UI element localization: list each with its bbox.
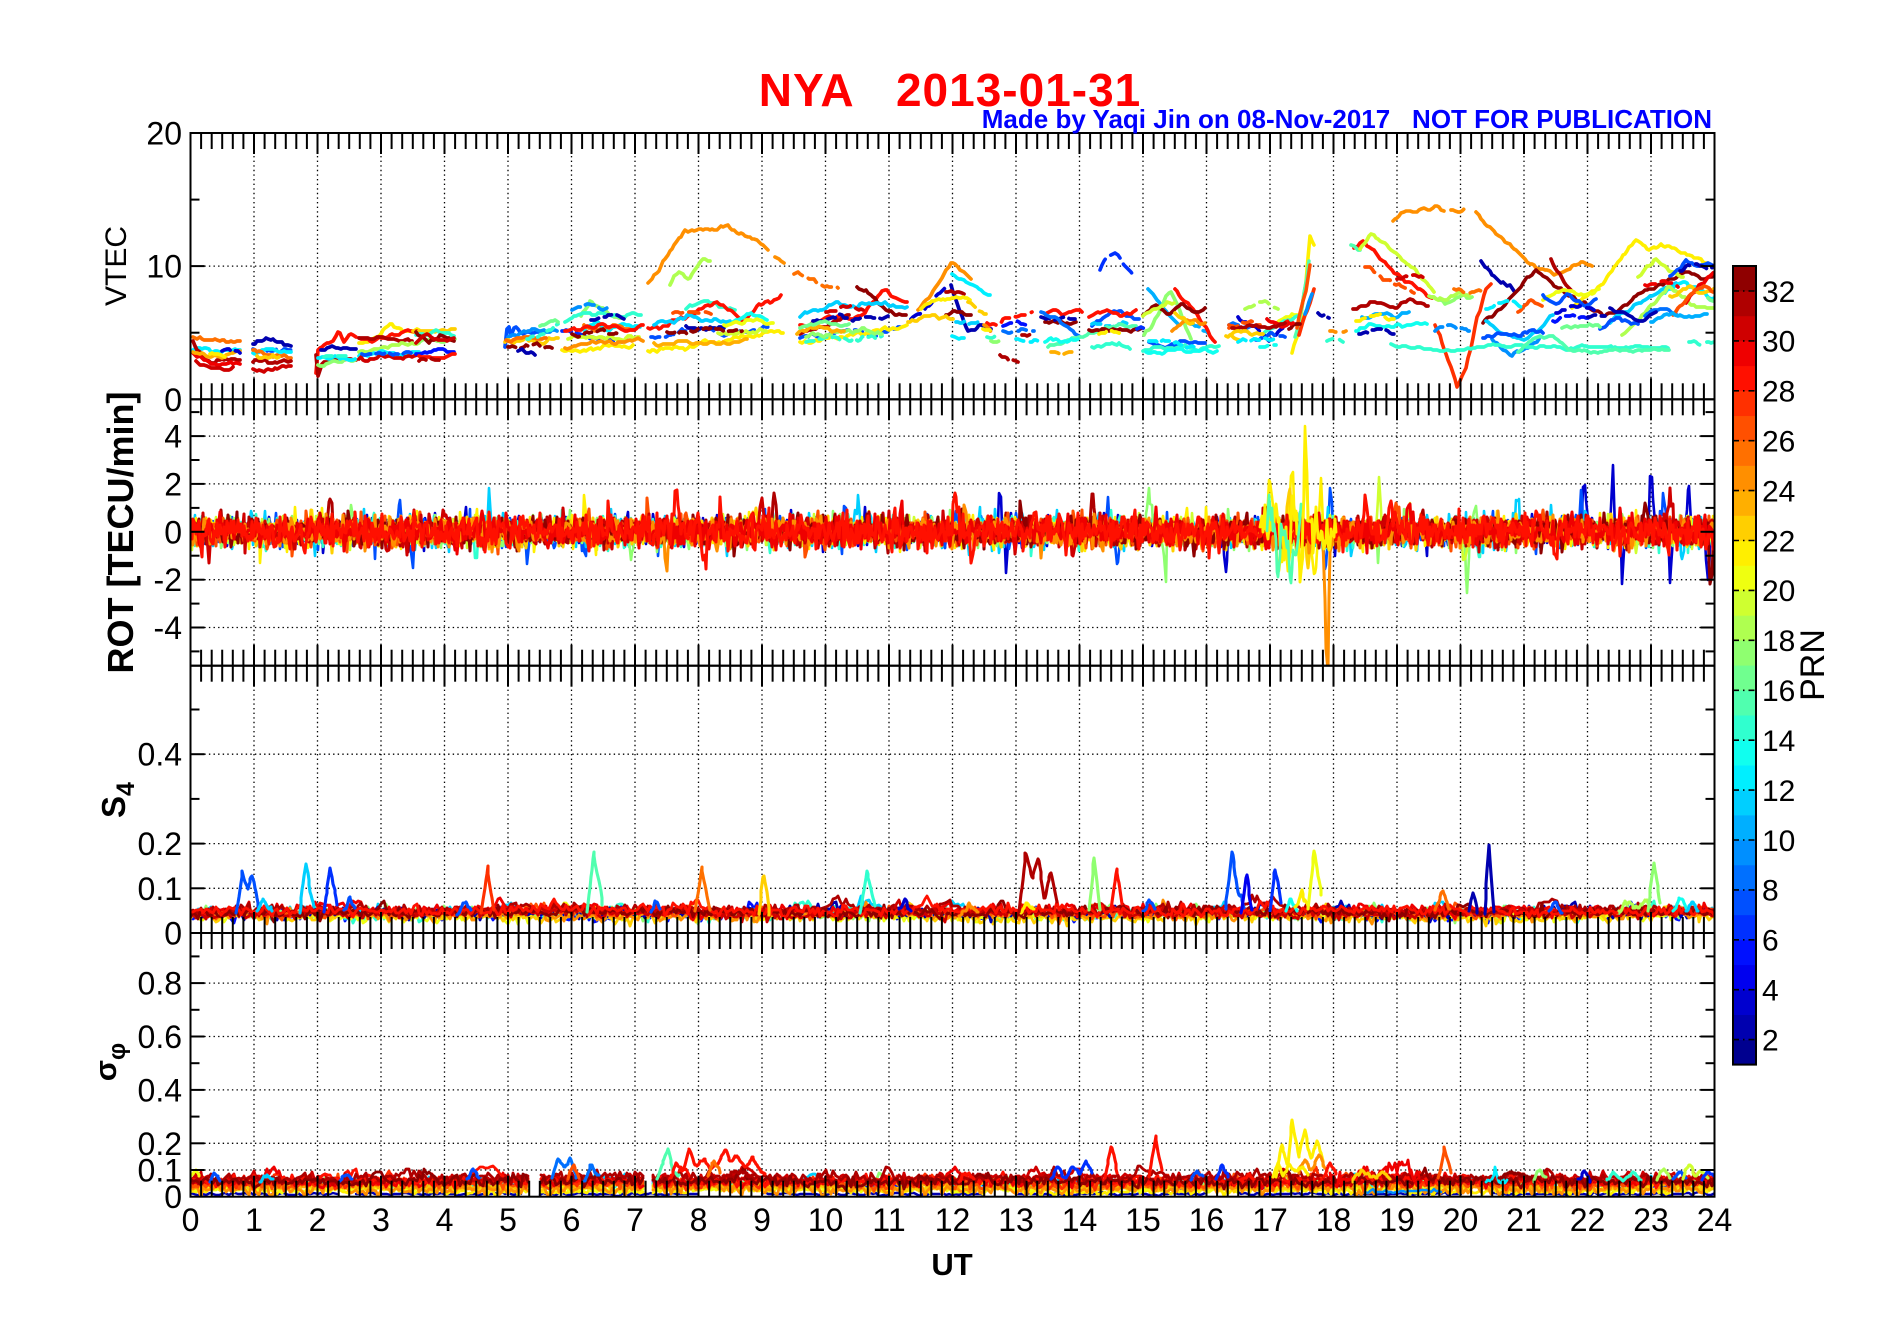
svg-text:2: 2 — [164, 466, 182, 502]
svg-text:7: 7 — [626, 1202, 644, 1238]
svg-text:0: 0 — [164, 514, 182, 550]
svg-text:5: 5 — [499, 1202, 517, 1238]
svg-text:23: 23 — [1633, 1202, 1669, 1238]
svg-text:8: 8 — [1762, 875, 1779, 908]
svg-text:3: 3 — [372, 1202, 390, 1238]
svg-text:0.1: 0.1 — [138, 1153, 182, 1189]
svg-text:20: 20 — [146, 116, 182, 152]
svg-text:17: 17 — [1252, 1202, 1288, 1238]
svg-text:14: 14 — [1762, 725, 1795, 758]
svg-text:2: 2 — [309, 1202, 327, 1238]
svg-text:16: 16 — [1189, 1202, 1225, 1238]
svg-text:12: 12 — [935, 1202, 971, 1238]
svg-text:26: 26 — [1762, 426, 1795, 459]
svg-text:20: 20 — [1762, 575, 1795, 608]
svg-text:11: 11 — [872, 1202, 905, 1238]
svg-text:6: 6 — [1762, 925, 1779, 958]
svg-text:14: 14 — [1062, 1202, 1098, 1238]
svg-text:15: 15 — [1125, 1202, 1161, 1238]
svg-text:24: 24 — [1697, 1202, 1733, 1238]
svg-text:UT: UT — [931, 1247, 972, 1282]
svg-text:0: 0 — [164, 916, 182, 952]
svg-text:8: 8 — [690, 1202, 708, 1238]
svg-text:21: 21 — [1506, 1202, 1542, 1238]
svg-text:2: 2 — [1762, 1024, 1779, 1057]
svg-text:NOT FOR PUBLICATION: NOT FOR PUBLICATION — [1412, 104, 1712, 134]
svg-text:22: 22 — [1570, 1202, 1606, 1238]
svg-text:NYA 2013-01-31: NYA 2013-01-31 — [759, 64, 1142, 116]
svg-text:4: 4 — [164, 419, 182, 455]
svg-text:0: 0 — [164, 1179, 182, 1215]
svg-text:Made by Yaqi Jin on 08-Nov-201: Made by Yaqi Jin on 08-Nov-2017 — [982, 104, 1390, 134]
svg-text:12: 12 — [1762, 775, 1795, 808]
svg-text:PRN: PRN — [1794, 629, 1832, 701]
svg-text:0.4: 0.4 — [138, 737, 182, 773]
svg-text:6: 6 — [563, 1202, 581, 1238]
svg-text:9: 9 — [753, 1202, 771, 1238]
svg-text:0: 0 — [182, 1202, 200, 1238]
svg-text:4: 4 — [436, 1202, 454, 1238]
svg-text:19: 19 — [1379, 1202, 1415, 1238]
svg-text:10: 10 — [808, 1202, 844, 1238]
svg-text:13: 13 — [998, 1202, 1034, 1238]
svg-text:4: 4 — [1762, 975, 1779, 1008]
svg-text:0: 0 — [164, 382, 182, 418]
svg-text:0.4: 0.4 — [138, 1072, 182, 1108]
svg-text:10: 10 — [1762, 825, 1795, 858]
svg-text:20: 20 — [1443, 1202, 1479, 1238]
svg-text:0.2: 0.2 — [138, 826, 182, 862]
svg-text:16: 16 — [1762, 675, 1795, 708]
svg-text:VTEC: VTEC — [100, 226, 133, 306]
svg-text:18: 18 — [1316, 1202, 1352, 1238]
svg-text:24: 24 — [1762, 475, 1795, 508]
svg-text:28: 28 — [1762, 376, 1795, 409]
svg-text:18: 18 — [1762, 625, 1795, 658]
svg-text:0.2: 0.2 — [138, 1126, 182, 1162]
svg-text:ROT [TECU/min]: ROT [TECU/min] — [100, 392, 141, 674]
svg-text:1: 1 — [245, 1202, 263, 1238]
svg-text:0.1: 0.1 — [138, 871, 182, 907]
svg-text:30: 30 — [1762, 326, 1795, 359]
svg-text:-4: -4 — [154, 610, 182, 646]
svg-text:0.8: 0.8 — [138, 966, 182, 1002]
svg-text:-2: -2 — [154, 562, 182, 598]
svg-text:32: 32 — [1762, 276, 1795, 309]
svg-text:0.6: 0.6 — [138, 1019, 182, 1055]
svg-text:10: 10 — [146, 249, 182, 285]
svg-text:22: 22 — [1762, 525, 1795, 558]
